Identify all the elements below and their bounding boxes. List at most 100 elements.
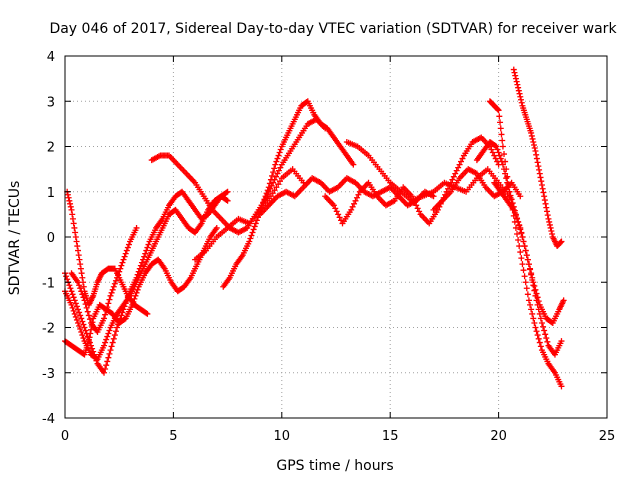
y-axis-label: SDTVAR / TECUs bbox=[7, 181, 23, 296]
data-point bbox=[525, 297, 532, 304]
data-point bbox=[79, 318, 86, 325]
data-point bbox=[506, 188, 513, 195]
data-point bbox=[542, 331, 549, 338]
data-point bbox=[105, 354, 112, 361]
data-point bbox=[101, 342, 108, 349]
x-tick-label: 20 bbox=[490, 429, 507, 444]
data-point bbox=[532, 148, 539, 155]
data-point bbox=[275, 181, 282, 188]
data-point bbox=[103, 336, 110, 343]
data-point bbox=[532, 286, 539, 293]
data-point bbox=[271, 187, 278, 194]
data-point bbox=[72, 234, 79, 240]
data-point bbox=[122, 300, 129, 307]
data-point bbox=[521, 273, 528, 280]
data-point bbox=[330, 202, 337, 209]
data-point bbox=[538, 181, 545, 188]
data-point bbox=[107, 292, 114, 299]
data-point bbox=[537, 315, 544, 322]
data-point bbox=[78, 288, 85, 295]
data-point bbox=[270, 169, 277, 176]
data-point bbox=[125, 291, 132, 298]
data-point bbox=[71, 310, 78, 317]
data-point bbox=[80, 283, 87, 290]
data-point bbox=[103, 307, 110, 314]
data-point bbox=[90, 348, 97, 355]
data-point bbox=[93, 357, 100, 364]
data-point bbox=[508, 196, 515, 203]
data-point bbox=[520, 238, 527, 245]
x-tick-label: 15 bbox=[382, 429, 399, 444]
data-point bbox=[546, 221, 553, 228]
data-point bbox=[494, 106, 501, 113]
data-point bbox=[528, 129, 535, 136]
data-point bbox=[69, 215, 76, 222]
data-point bbox=[523, 285, 530, 292]
data-point bbox=[143, 247, 150, 254]
data-point bbox=[353, 194, 360, 201]
data-point bbox=[77, 261, 84, 268]
data-point bbox=[114, 324, 121, 331]
data-point bbox=[119, 309, 126, 316]
data-point bbox=[83, 304, 90, 311]
data-point bbox=[535, 335, 542, 342]
data-point bbox=[496, 152, 503, 159]
data-point bbox=[276, 178, 283, 185]
data-point bbox=[142, 250, 149, 257]
data-point bbox=[75, 279, 82, 286]
data-point bbox=[104, 304, 111, 311]
data-point bbox=[522, 247, 529, 254]
data-point bbox=[135, 268, 142, 275]
data-point bbox=[493, 143, 500, 150]
data-point bbox=[109, 339, 116, 346]
data-point bbox=[73, 303, 80, 310]
axis-ticks: 0 5 10 15 20 25 -4 -3 -2 -1 0 1 2 3 4 bbox=[42, 50, 615, 444]
series-track-l bbox=[473, 138, 565, 358]
data-point bbox=[503, 175, 510, 182]
data-point bbox=[502, 170, 509, 177]
data-point bbox=[456, 161, 463, 168]
data-point bbox=[272, 161, 279, 168]
data-point bbox=[110, 283, 117, 290]
data-point bbox=[101, 369, 108, 376]
data-point bbox=[507, 192, 514, 199]
data-point bbox=[134, 286, 141, 293]
data-point bbox=[536, 166, 543, 173]
data-point bbox=[125, 241, 132, 248]
data-point bbox=[494, 146, 501, 153]
data-point bbox=[273, 158, 280, 165]
data-point bbox=[66, 197, 73, 204]
data-point bbox=[524, 291, 531, 298]
data-point bbox=[511, 69, 518, 76]
data-point bbox=[452, 170, 459, 177]
series-track-i bbox=[322, 134, 502, 227]
y-tick-label: -3 bbox=[42, 367, 55, 382]
data-point bbox=[224, 188, 231, 195]
data-point bbox=[529, 274, 536, 281]
data-point bbox=[512, 212, 519, 219]
data-point bbox=[68, 288, 75, 295]
data-point bbox=[78, 329, 85, 336]
data-point bbox=[535, 163, 542, 170]
chart-title: Day 046 of 2017, Sidereal Day-to-day VTE… bbox=[49, 21, 617, 37]
data-point bbox=[501, 151, 508, 158]
data-point bbox=[524, 256, 531, 263]
data-point bbox=[520, 267, 527, 274]
data-point bbox=[266, 180, 273, 187]
data-point bbox=[518, 255, 525, 262]
data-point bbox=[275, 152, 282, 159]
data-point bbox=[532, 324, 539, 331]
data-point bbox=[515, 218, 522, 225]
data-point bbox=[489, 149, 496, 156]
data-point bbox=[69, 291, 76, 298]
data-point bbox=[75, 247, 82, 254]
data-point bbox=[549, 230, 556, 237]
data-point bbox=[81, 324, 88, 331]
data-point bbox=[530, 315, 537, 322]
data-point bbox=[498, 158, 505, 165]
data-point bbox=[514, 215, 521, 222]
data-point bbox=[544, 212, 551, 219]
data-point bbox=[527, 301, 534, 308]
series-track-g bbox=[220, 98, 357, 290]
